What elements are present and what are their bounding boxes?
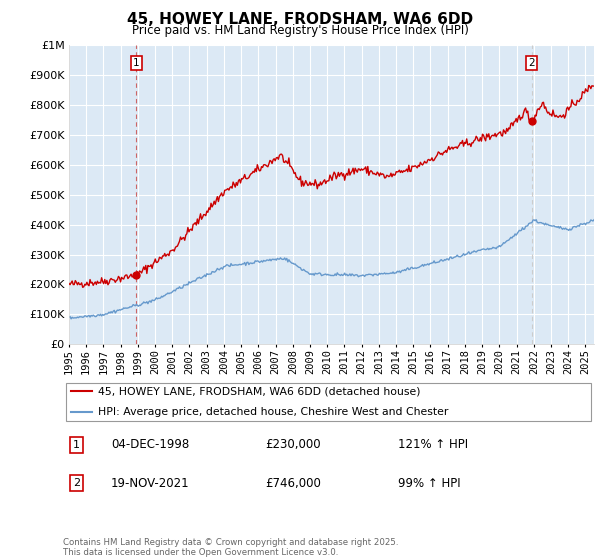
Text: 1: 1 — [133, 58, 140, 68]
Text: Contains HM Land Registry data © Crown copyright and database right 2025.
This d: Contains HM Land Registry data © Crown c… — [63, 538, 398, 557]
Text: 04-DEC-1998: 04-DEC-1998 — [111, 438, 189, 451]
Text: £230,000: £230,000 — [265, 438, 320, 451]
Text: £746,000: £746,000 — [265, 477, 320, 489]
Text: 1: 1 — [73, 440, 80, 450]
Text: 19-NOV-2021: 19-NOV-2021 — [111, 477, 190, 489]
Text: HPI: Average price, detached house, Cheshire West and Chester: HPI: Average price, detached house, Ches… — [98, 407, 448, 417]
Text: 99% ↑ HPI: 99% ↑ HPI — [398, 477, 460, 489]
Text: 121% ↑ HPI: 121% ↑ HPI — [398, 438, 467, 451]
Text: 2: 2 — [73, 478, 80, 488]
Text: Price paid vs. HM Land Registry's House Price Index (HPI): Price paid vs. HM Land Registry's House … — [131, 24, 469, 36]
Text: 45, HOWEY LANE, FRODSHAM, WA6 6DD (detached house): 45, HOWEY LANE, FRODSHAM, WA6 6DD (detac… — [98, 386, 420, 396]
Text: 2: 2 — [529, 58, 535, 68]
Text: 45, HOWEY LANE, FRODSHAM, WA6 6DD: 45, HOWEY LANE, FRODSHAM, WA6 6DD — [127, 12, 473, 27]
FancyBboxPatch shape — [65, 383, 592, 421]
